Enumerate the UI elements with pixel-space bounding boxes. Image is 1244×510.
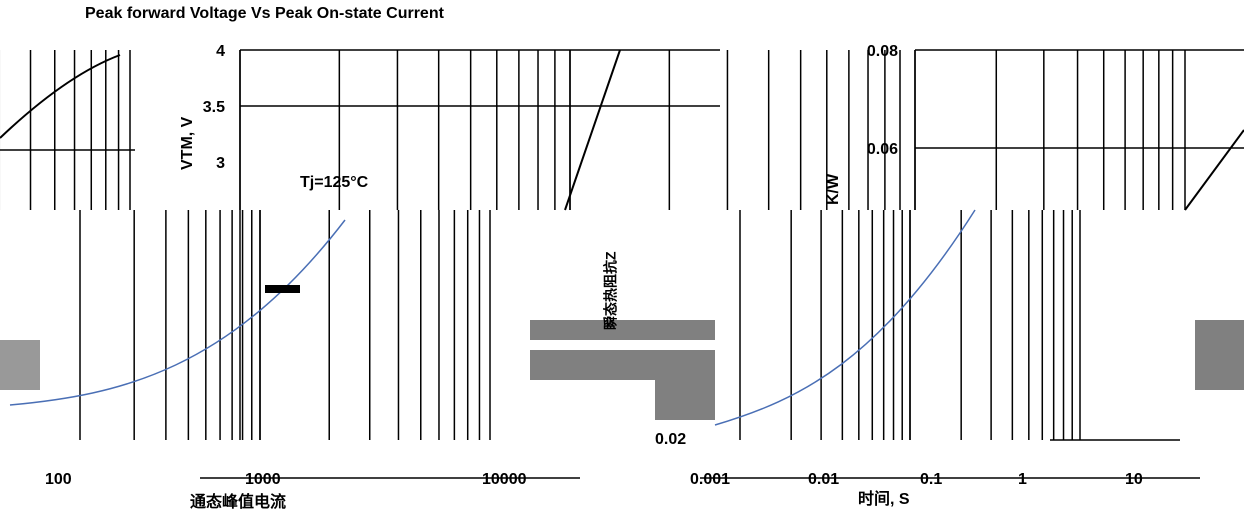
x-tick-label: 1 (1018, 471, 1027, 488)
x-tick-label: 10 (1125, 471, 1143, 488)
x-tick-label: 0.1 (920, 471, 942, 488)
x-tick-label: 0.01 (808, 471, 839, 488)
curve (0, 54, 121, 139)
artifact-block (0, 340, 40, 390)
curve (9, 219, 346, 406)
artifact-block (530, 320, 715, 340)
artifact-block (530, 350, 715, 380)
y-tick-label: 0.08 (867, 43, 898, 60)
y-axis-label: VTM, V (179, 116, 196, 170)
y-axis-label: 瞬态热阻抗Z (603, 251, 619, 330)
y-tick-label: 3.5 (203, 99, 225, 116)
artifact-block (1195, 320, 1244, 390)
curve (714, 209, 976, 426)
x-axis-label: 时间, S (858, 489, 910, 508)
grids (0, 49, 1244, 440)
artifact-block (655, 380, 715, 420)
x-tick-label: 1000 (245, 471, 281, 488)
y-tick-label: 0.06 (867, 141, 898, 158)
chart-title: Peak forward Voltage Vs Peak On-state Cu… (85, 5, 445, 22)
x-tick-label: 0.001 (690, 471, 730, 488)
x-tick-label: 10000 (482, 471, 527, 488)
artifact-block (265, 285, 300, 293)
x-tick-label: 100 (45, 471, 72, 488)
tick-label: 0.02 (655, 431, 686, 448)
curve (1184, 129, 1244, 211)
y-tick-label: 3 (216, 155, 225, 172)
y-axis-label: K/W (825, 173, 842, 205)
x-axis-label: 通态峰值电流 (190, 492, 286, 510)
curve (564, 49, 621, 211)
y-tick-label: 4 (216, 43, 225, 60)
annotation: Tj=125°C (300, 174, 369, 191)
